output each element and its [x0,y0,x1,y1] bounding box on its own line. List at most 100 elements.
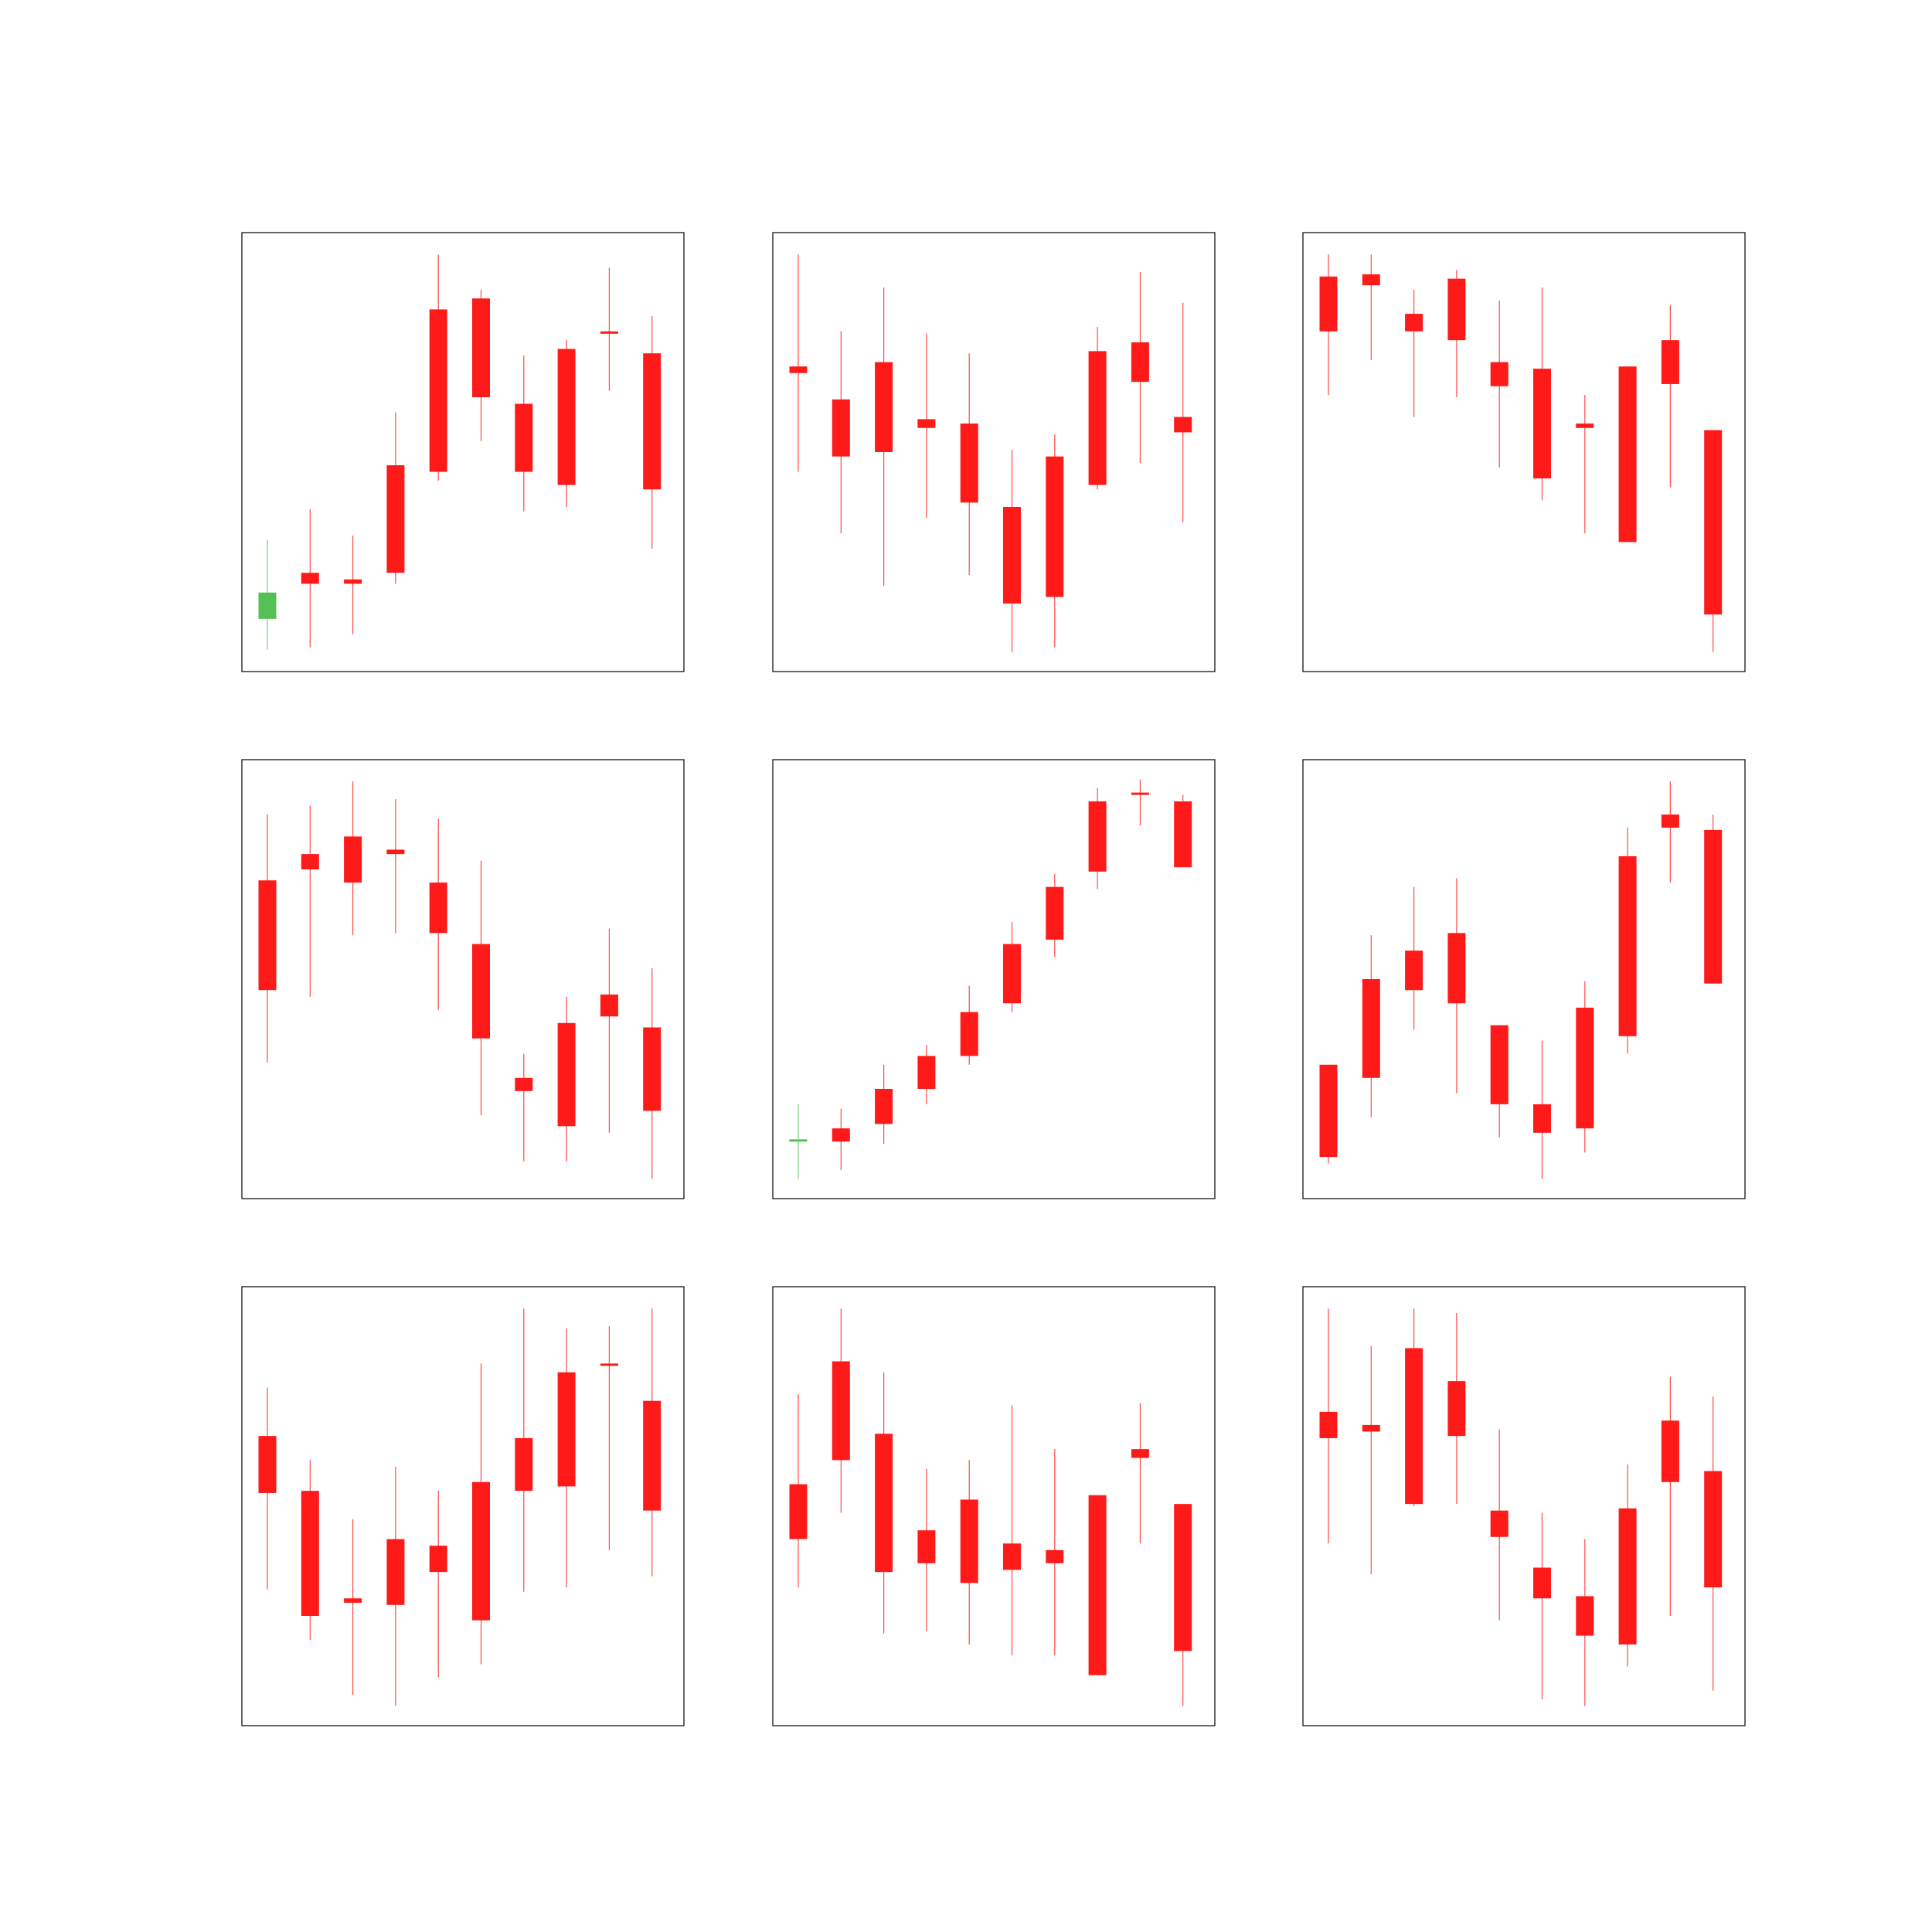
candle-body-up [1533,369,1551,479]
chart-frame [1302,232,1746,672]
candle-body-up [1618,855,1637,1036]
candle-body-up [1003,944,1021,1004]
candle-body-up [1174,801,1192,868]
candle-body-up [600,331,618,334]
chart-frame [241,759,685,1199]
candle-body-up [1405,1348,1423,1505]
candle-body-up [429,883,447,934]
candle-body-up [789,1484,808,1539]
candle-body-up [832,1361,850,1461]
candle-body-up [643,353,662,490]
candle-body-up [917,419,936,428]
chart-frame [1302,1286,1746,1726]
candle-body-up [832,1128,850,1142]
candle-body-up [429,309,447,472]
chart-frame [241,232,685,672]
candle-body-up [960,423,978,503]
candle-body-up [301,854,319,869]
candle-body-up [1319,1411,1338,1438]
candle-body-up [1174,1504,1192,1651]
chart-4 [241,759,685,1199]
candle-body-up [1576,423,1594,428]
candle-body-up [386,1539,405,1605]
chart-5 [772,759,1216,1199]
candle-body-up [557,349,576,485]
candle-body-up [1490,362,1509,386]
candle-body-up [429,1546,447,1573]
candle-body-up [344,836,362,883]
chart-3 [1302,232,1746,672]
candle-body-up [1046,886,1064,940]
candle-body-up [301,573,319,584]
candle-body-up [344,1598,362,1603]
chart-8 [772,1286,1216,1726]
candle-body-up [875,1434,893,1573]
candle-body-up [789,366,808,373]
candle-body-up [258,880,277,991]
candle-body-up [472,298,490,397]
candle-body-up [301,1491,319,1616]
candle-body-up [1362,1424,1380,1432]
candle-body-up [917,1530,936,1563]
candle-body-up [1661,340,1679,384]
chart-frame [772,232,1216,672]
candle-body-up [917,1056,936,1089]
candle-body-up [1405,314,1423,332]
candle-body-up [258,1436,277,1493]
candle-body-up [1088,351,1107,485]
candle-body-up [557,1022,576,1127]
candle-body-up [1088,1495,1107,1675]
candle-body-up [643,1027,662,1111]
candle-body-up [875,362,893,452]
candle-body-up [1405,951,1423,991]
candle-body-up [386,849,405,855]
chart-frame [1302,759,1746,1199]
chart-6 [1302,759,1746,1199]
chart-frame [241,1286,685,1726]
candle-body-up [1362,979,1380,1078]
candle-body-up [1046,1549,1064,1563]
candle-body-up [1533,1104,1551,1133]
chart-frame [772,1286,1216,1726]
candle-body-up [1319,1064,1338,1158]
candle-body-up [1362,274,1380,286]
candle-body-up [1003,507,1021,604]
candle-body-up [643,1400,662,1511]
candle-body-up [1661,1420,1679,1482]
candle-body-up [960,1012,978,1056]
candle-body-up [1576,1596,1594,1636]
candle-body-up [600,1363,618,1366]
candle-body-up [515,1437,533,1492]
candle-body-down [789,1139,808,1142]
candle-body-up [1447,278,1466,341]
candle-body-up [1618,1508,1637,1645]
candle-body-up [1319,276,1338,332]
candle-body-up [515,1077,533,1091]
candle-body-up [960,1499,978,1583]
candle-body-up [1618,366,1637,543]
candle-body-up [1174,417,1192,433]
candle-body-up [1447,933,1466,1004]
candle-body-up [1704,430,1723,615]
chart-frame [772,759,1216,1199]
candle-body-up [472,944,490,1039]
candle-body-up [1131,342,1149,383]
candle-body-up [557,1372,576,1487]
candle-body-up [1576,1007,1594,1129]
candle-body-up [1490,1510,1509,1537]
candle-body-up [1131,792,1149,795]
candle-body-up [832,399,850,457]
candle-body-up [386,465,405,573]
candle-body-up [1447,1381,1466,1437]
chart-2 [772,232,1216,672]
candle-body-up [472,1481,490,1621]
candle-body-up [1490,1025,1509,1104]
candle-body-up [1661,815,1679,828]
candle-body-up [1088,801,1107,872]
candle-body-up [1131,1449,1149,1458]
candle-body-up [515,403,533,472]
candle-body-up [1046,456,1064,597]
candle-body-up [1704,1471,1723,1588]
